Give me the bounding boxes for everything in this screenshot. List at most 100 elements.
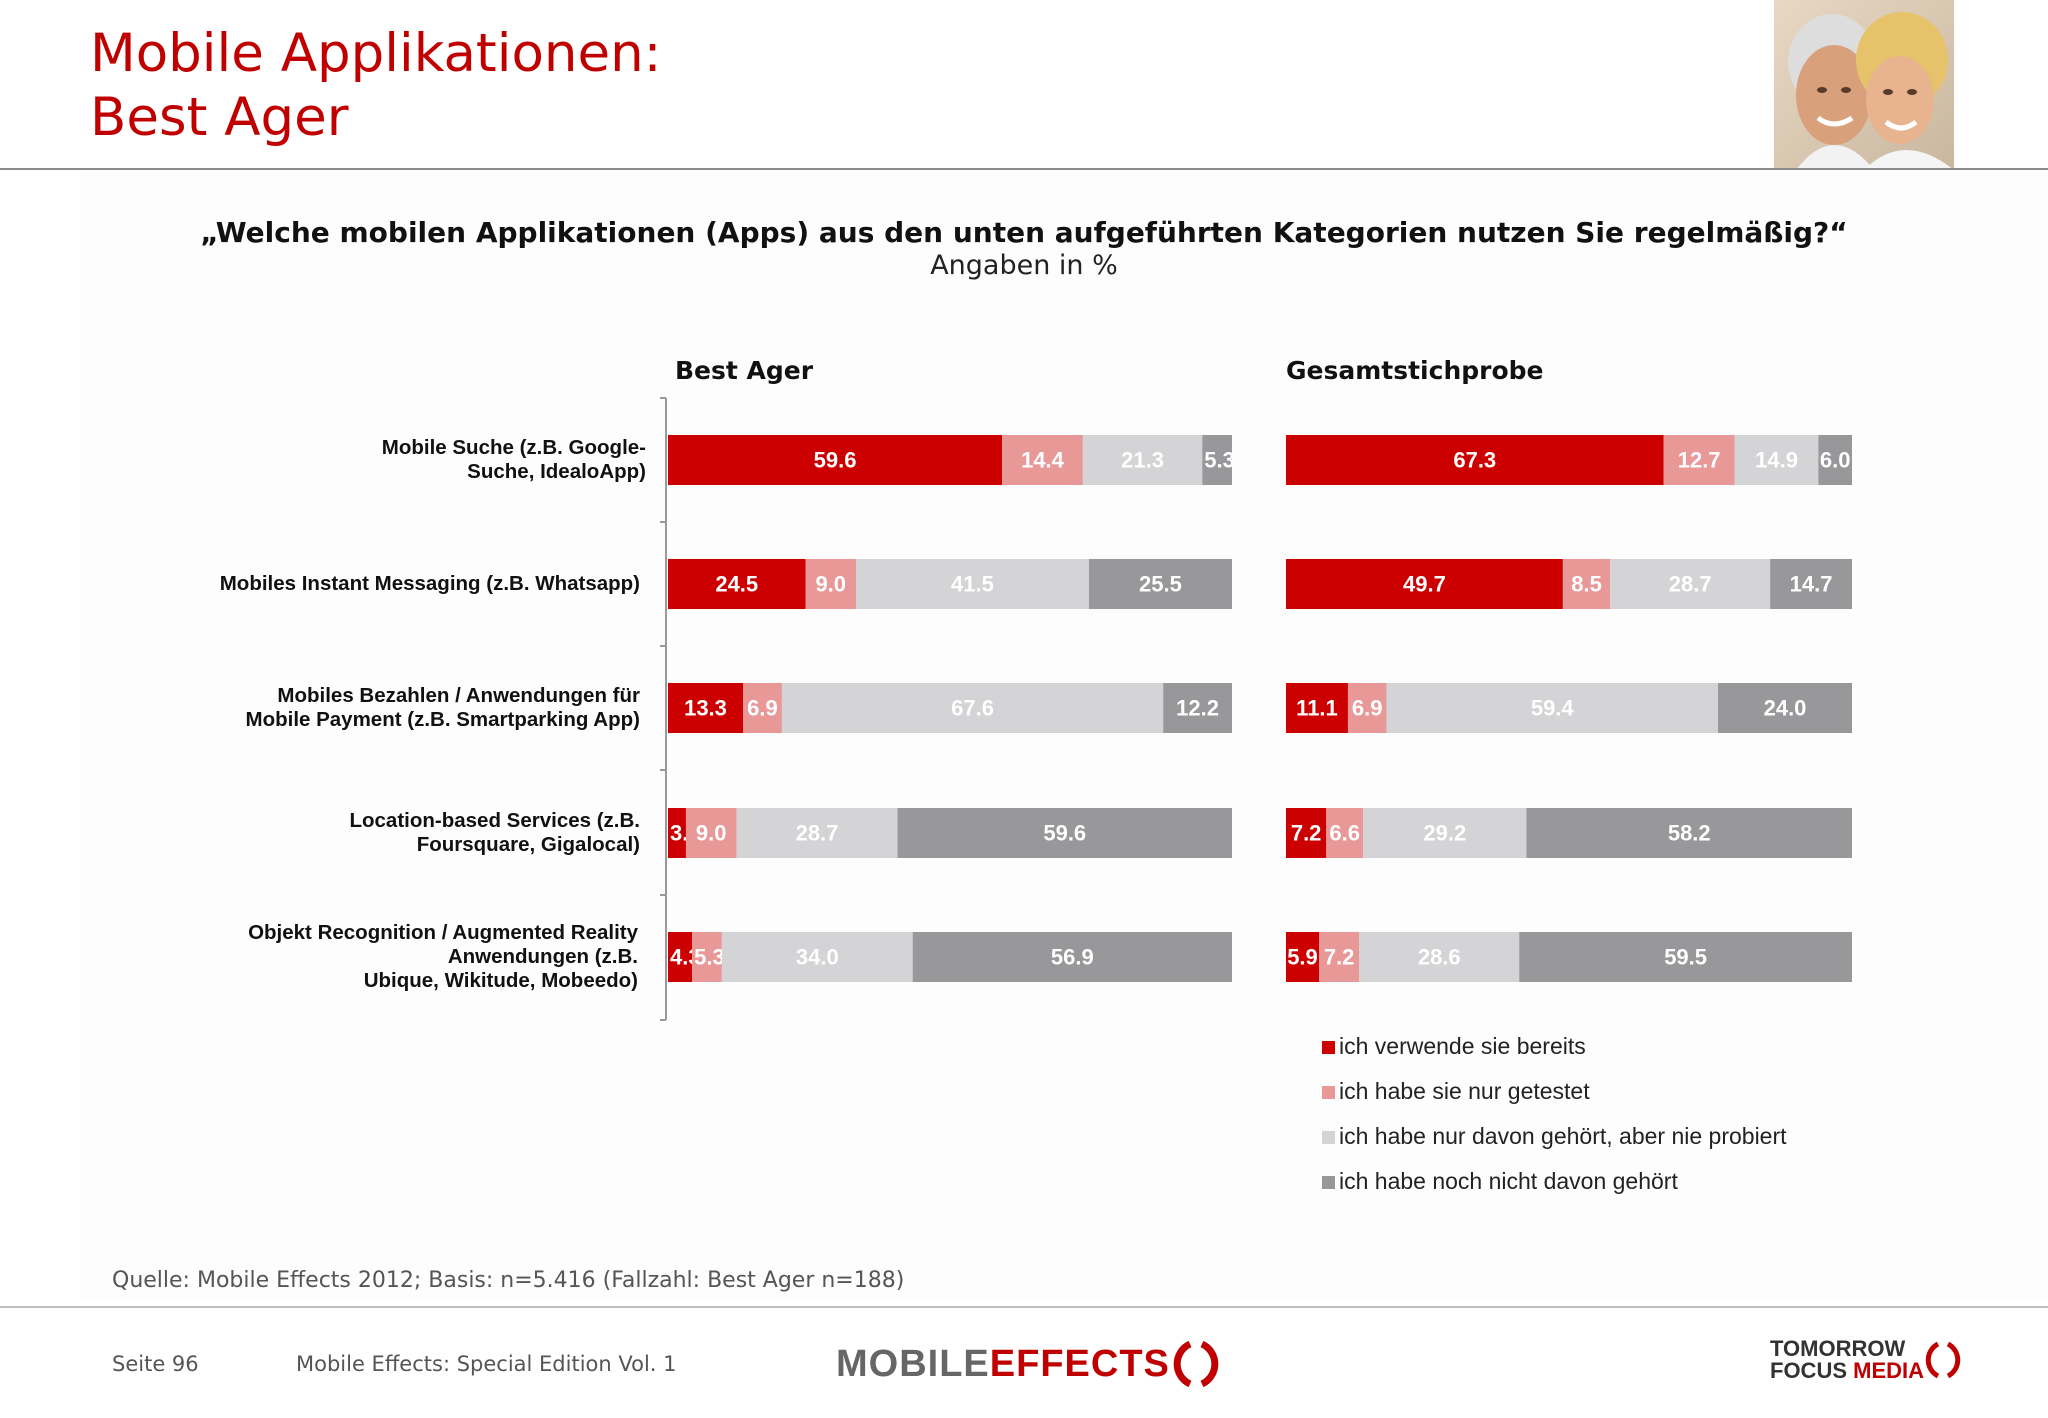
logo-text-focus: FOCUS [1770,1358,1847,1383]
bar-segment [1562,559,1611,609]
bar-segment [781,683,1164,733]
bar-segment [1202,435,1232,485]
bar-segment [897,808,1232,858]
bar-segment [668,808,686,858]
bar-segment [1082,435,1203,485]
page-title: Mobile Applikationen: Best Ager [90,22,662,150]
bar-segment [1286,683,1348,733]
category-label: Location-based Services (z.B. Foursquare,… [349,809,640,856]
category-label: Mobiles Instant Messaging (z.B. Whatsapp… [219,572,640,595]
bar-segment [1347,683,1387,733]
bar-segment [668,435,1003,485]
data-label: 12.7 [1678,448,1721,473]
data-label: 21.3 [1121,448,1164,473]
legend-swatch [1322,1131,1335,1144]
legend-item: ich habe nur davon gehört, aber nie prob… [1322,1123,1787,1168]
bar-segment [1286,808,1327,858]
bar-segment [1326,808,1364,858]
bar-segment [1318,932,1360,982]
data-label: 41.5 [951,572,994,597]
legend-item: ich verwende sie bereits [1322,1033,1787,1078]
data-label: 6.9 [747,696,778,721]
data-label: 25.5 [1139,572,1182,597]
data-label: 6.6 [1329,821,1360,846]
category-label: Mobile Suche (z.B. Google- Suche, IdealoA… [381,436,646,483]
logo-bracket-icon [1925,1341,1961,1379]
category-label: Objekt Recognition / Augmented Reality An… [248,921,638,992]
data-label: 5.9 [1287,945,1318,970]
bar-segment [1610,559,1771,609]
legend-item: ich habe sie nur getestet [1322,1078,1787,1123]
source-note: Quelle: Mobile Effects 2012; Basis: n=5.… [112,1268,905,1293]
legend-label: ich habe noch nicht davon gehört [1339,1168,1678,1194]
bar-segment [1734,435,1819,485]
chart-legend: ich verwende sie bereits ich habe sie nu… [1322,1033,1787,1213]
bar-segment [721,932,913,982]
bar-segment [1286,435,1664,485]
data-label: 5.3 [1204,448,1235,473]
survey-question: „Welche mobilen Applikationen (Apps) aus… [200,216,1848,249]
bar-segment [668,683,744,733]
data-label: 14.9 [1755,448,1798,473]
legend-label: ich habe nur davon gehört, aber nie prob… [1339,1123,1787,1149]
bar-segment [1770,559,1852,609]
logo-text-media: MEDIA [1853,1358,1925,1383]
logo-line-tomorrow: TOMORROW [1770,1336,1906,1361]
legend-swatch [1322,1176,1335,1189]
bar-segment [743,683,782,733]
content-background [80,170,2048,1300]
bar-segment [1002,435,1083,485]
mobile-effects-logo: MOBILE EFFECTS [836,1336,1226,1392]
legend-label: ich verwende sie bereits [1339,1033,1586,1059]
data-label: 67.3 [1453,448,1496,473]
logo-text-effects: EFFECTS [989,1342,1170,1385]
page-title-line2: Best Ager [90,87,349,148]
data-label: 7.2 [1291,821,1322,846]
bar-segment [1286,932,1319,982]
data-label: 6.0 [1820,448,1851,473]
bar-segment [1359,932,1520,982]
bar-segment [1818,435,1852,485]
legend-swatch [1322,1041,1335,1054]
bar-segment [805,559,856,609]
bar-segment [1163,683,1232,733]
bar-segment [1663,435,1735,485]
data-label: 12.2 [1176,696,1219,721]
data-label: 59.4 [1531,696,1575,721]
logo-text-mobile: MOBILE [836,1342,990,1385]
bar-segment [736,808,898,858]
data-label: 8.5 [1571,572,1602,597]
data-label: 5.3 [694,945,725,970]
data-label: 24.5 [715,572,758,597]
page-number: Seite 96 [112,1352,199,1376]
legend-item: ich habe noch nicht davon gehört [1322,1168,1787,1213]
data-label: 11.1 [1296,696,1338,721]
unit-note: Angaben in % [930,250,1118,281]
bar-segment [912,932,1232,982]
bar-segment [1526,808,1852,858]
panel-title-best-ager: Best Ager [675,356,814,385]
bar-segment [1519,932,1852,982]
data-label: 9.0 [815,572,846,597]
data-label: 14.7 [1790,572,1833,597]
data-label: 7.2 [1324,945,1355,970]
data-label: 49.7 [1403,572,1446,597]
publication-title: Mobile Effects: Special Edition Vol. 1 [296,1352,677,1376]
data-label: 6.9 [1352,696,1383,721]
data-label: 28.6 [1418,945,1461,970]
legend-swatch [1322,1086,1335,1099]
data-label: 59.6 [1043,821,1086,846]
header-photo [1774,0,1954,170]
data-label: 59.6 [814,448,857,473]
data-label: 34.0 [796,945,839,970]
header-divider [0,168,2048,170]
logo-bracket-icon [1173,1340,1219,1388]
data-label: 13.3 [684,696,727,721]
bar-segment [668,559,806,609]
category-label: Mobiles Bezahlen / Anwendungen für Mobile… [245,684,641,731]
bar-segment [1088,559,1232,609]
data-label: 24.0 [1764,696,1807,721]
legend-label: ich habe sie nur getestet [1339,1078,1590,1104]
bar-segment [1386,683,1719,733]
